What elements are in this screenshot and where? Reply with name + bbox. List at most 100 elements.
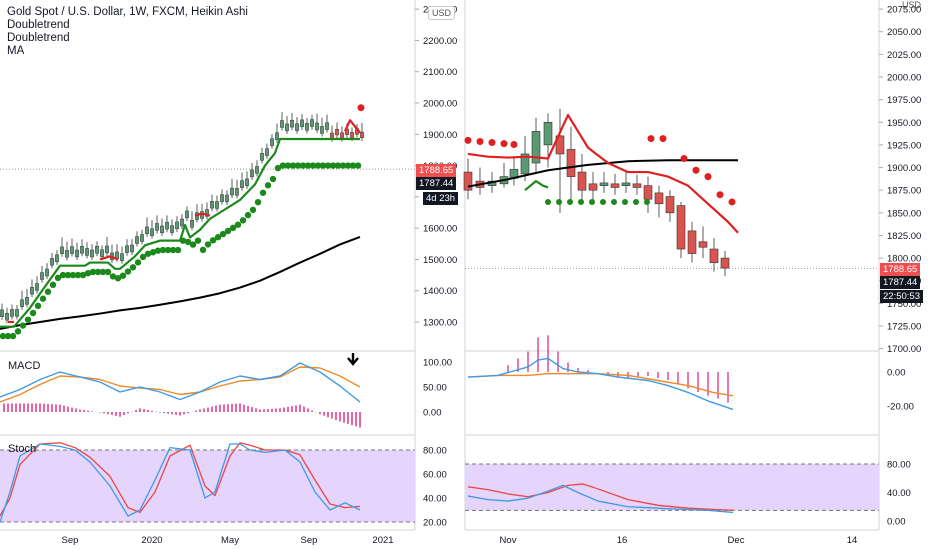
stop-dot-green — [349, 162, 357, 169]
last-price-tag-left: 1787.44 — [416, 177, 457, 190]
candle-body — [588, 183, 598, 191]
stoch-tick-label-left: 80.00 — [423, 446, 447, 457]
price-tick-label-left: 1900.00 — [423, 130, 457, 141]
stop-dot-green — [54, 274, 62, 282]
stop-dot-green — [74, 271, 82, 279]
candle-body — [325, 122, 329, 130]
stop-dot-green — [239, 217, 247, 224]
stop-dot-green — [545, 198, 551, 205]
stop-dot-green — [154, 247, 162, 254]
stoch-band-right — [465, 464, 879, 511]
stoch-tick-label-left: 60.00 — [423, 470, 447, 481]
candle-body — [20, 299, 24, 307]
price-tick-label-right: 1875.00 — [887, 186, 921, 197]
stop-dot-green — [611, 198, 617, 205]
time-tick-label-right: 16 — [617, 535, 628, 546]
candle-body — [330, 132, 334, 139]
currency-button-left[interactable]: USD — [428, 6, 456, 20]
candle-body — [65, 250, 69, 258]
candle-body — [150, 228, 154, 236]
candle-body — [665, 196, 675, 214]
candle-body — [687, 230, 697, 254]
stop-dot-green — [589, 198, 595, 205]
stop-dot-green — [279, 162, 287, 169]
countdown-tag-right: 22:50:53 — [880, 290, 923, 303]
stoch-k-line-right — [467, 484, 734, 514]
stop-dot-green — [304, 162, 312, 169]
candle-body — [676, 205, 686, 250]
doubletrend-green-right — [524, 180, 549, 192]
candle-body — [85, 248, 89, 256]
candle-body — [220, 194, 224, 202]
stoch-tick-label-left: 20.00 — [423, 518, 447, 529]
stop-dot-green — [329, 162, 337, 169]
candle-body — [275, 132, 279, 140]
candle-body — [140, 234, 144, 242]
time-tick-label-left: Sep — [301, 535, 318, 546]
down-arrow-icon — [347, 353, 359, 366]
candle-body — [720, 257, 730, 269]
stoch-band-left — [0, 450, 415, 522]
stop-dot-red — [464, 136, 472, 144]
price-tick-label-left: 2200.00 — [423, 36, 457, 47]
stop-dot-green — [274, 164, 282, 172]
candle-body — [180, 218, 184, 227]
candle-body — [155, 223, 159, 231]
candle-body — [285, 123, 289, 132]
stop-dot-green — [309, 162, 317, 169]
candle-body — [130, 244, 134, 253]
macd-signal-line-left — [0, 366, 361, 403]
stop-dot-green — [169, 246, 177, 254]
stop-dot-green — [14, 328, 22, 335]
price-tick-label-left: 2000.00 — [423, 99, 457, 110]
stop-dot-green — [84, 269, 92, 277]
candle-body — [215, 201, 219, 209]
stop-dot-red — [500, 140, 508, 148]
candle-body — [75, 249, 79, 258]
stop-dot-green — [633, 198, 639, 205]
stop-dot-green — [264, 182, 272, 189]
stop-dot-green — [600, 198, 606, 205]
candle-body — [55, 254, 59, 262]
candle-body — [245, 178, 249, 187]
candle-body — [566, 149, 576, 177]
price-tick-label-right: 2000.00 — [887, 73, 921, 84]
stop-dot-green — [269, 175, 277, 183]
stop-dot-green — [99, 268, 107, 276]
stop-dot-green — [29, 309, 37, 317]
stop-dot-green — [144, 250, 152, 257]
last-price-tag-right: 1787.44 — [880, 276, 921, 289]
candle-body — [335, 129, 339, 136]
stop-dot-green — [567, 198, 573, 205]
candle-body — [45, 268, 49, 277]
stop-dot-green — [254, 198, 262, 206]
stop-dot-green — [244, 211, 252, 219]
candle-body — [265, 148, 269, 156]
candle-body — [95, 246, 99, 254]
candle-body — [230, 187, 234, 196]
stop-dot-green — [64, 271, 72, 279]
candle-body — [300, 119, 304, 128]
stop-dot-red — [647, 135, 655, 143]
stop-dot-red — [728, 198, 736, 206]
stop-dot-red — [488, 139, 496, 147]
stoch-tick-label-right: 40.00 — [887, 488, 911, 499]
stop-dot-green — [354, 162, 362, 169]
candle-body — [35, 283, 39, 291]
candle-body — [135, 236, 139, 244]
candle-body — [125, 245, 129, 253]
stop-dot-green — [59, 271, 67, 279]
candle-body — [100, 249, 104, 257]
time-tick-label-left: 2020 — [141, 535, 162, 546]
candle-body — [225, 194, 229, 203]
candle-body — [170, 225, 174, 233]
candle-body — [235, 188, 239, 196]
price-tick-label-left: 1400.00 — [423, 286, 457, 297]
stop-dot-green — [578, 198, 584, 205]
stoch-k-line-left — [0, 443, 361, 523]
macd-panel-label: MACD — [8, 360, 41, 372]
candle-body — [310, 119, 314, 127]
stop-dot-green — [19, 322, 27, 329]
